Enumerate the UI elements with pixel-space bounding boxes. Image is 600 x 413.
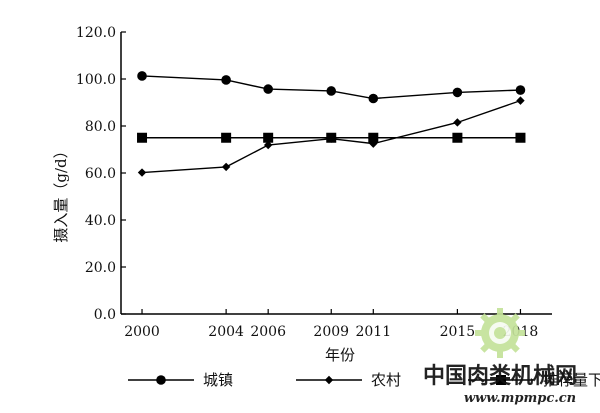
data-point-rural: [221, 162, 231, 172]
data-point-recommended: [137, 132, 148, 143]
legend-marker: [496, 375, 506, 385]
cog-wheel-logo-icon: [475, 308, 525, 358]
legend: 城镇 农村 推荐量下限: [128, 371, 600, 389]
data-point-recommended: [263, 132, 274, 143]
series-town: [137, 71, 526, 104]
legend-item-recommended: 推荐量下限: [468, 371, 600, 389]
data-point-recommended: [326, 132, 337, 143]
legend-item-town: 城镇: [128, 371, 233, 389]
y-tick-label: 100.0: [76, 72, 116, 88]
y-tick-label: 40.0: [85, 213, 116, 229]
data-point-town: [326, 86, 337, 96]
x-axis-title: 年份: [325, 346, 355, 364]
data-point-rural: [516, 96, 525, 105]
x-tick-label: 2009: [313, 324, 349, 340]
x-tick-label: 2000: [124, 324, 160, 340]
y-tick-label: 60.0: [85, 166, 116, 182]
y-tick-label: 20.0: [85, 260, 116, 276]
data-point-recommended: [221, 132, 232, 143]
legend-marker: [156, 375, 166, 385]
data-point-town: [263, 84, 273, 94]
data-point-rural: [453, 118, 462, 127]
legend-label: 农村: [371, 371, 401, 389]
data-point-town: [368, 93, 379, 104]
y-axis-title: 摄入量（g/d）: [52, 143, 70, 242]
x-tick-label: 2015: [440, 324, 476, 340]
data-point-rural: [263, 140, 273, 150]
watermark-url: www.mpmpc.cn: [464, 391, 576, 406]
data-point-recommended: [515, 132, 526, 143]
legend-item-rural: 农村: [296, 371, 401, 389]
x-tick-label: 2011: [355, 324, 391, 340]
y-ticks: 0.0 20.0 40.0 60.0 80.0 100.0 120.0: [76, 25, 126, 323]
y-tick-label: 0.0: [94, 307, 116, 323]
data-point-town: [221, 75, 231, 85]
series-layer: [137, 71, 526, 177]
watermark-text: 中国肉类机械网: [423, 363, 577, 389]
data-point-recommended: [368, 132, 379, 143]
x-tick-label: 2006: [250, 324, 286, 340]
y-tick-label: 80.0: [85, 119, 116, 135]
watermark: 中国肉类机械网 www.mpmpc.cn: [423, 308, 577, 406]
x-tick-label: 2004: [208, 324, 244, 340]
legend-marker: [324, 375, 334, 385]
data-point-town: [137, 71, 147, 81]
legend-label: 推荐量下限: [543, 371, 600, 389]
series-recommended: [137, 132, 526, 143]
data-point-town: [515, 85, 526, 95]
data-point-recommended: [452, 132, 463, 143]
data-point-rural: [137, 168, 147, 177]
data-point-town: [452, 87, 463, 98]
legend-label: 城镇: [203, 371, 233, 389]
axes: [120, 32, 552, 315]
y-tick-label: 120.0: [76, 25, 116, 41]
